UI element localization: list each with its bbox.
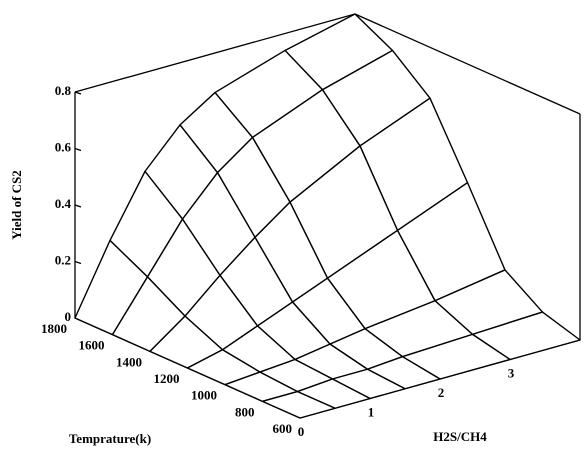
box-edge — [74, 13, 356, 93]
z-tick — [74, 147, 82, 152]
surface-cell — [261, 390, 336, 419]
z-axis-label: Yield of CS2 — [9, 170, 24, 240]
x-tick-label: 1 — [368, 404, 375, 419]
z-tick-label: 0.8 — [55, 83, 72, 98]
y-tick-label: 1600 — [79, 338, 105, 353]
z-tick-label: 0 — [65, 309, 72, 324]
y-tick-label: 1400 — [116, 354, 142, 369]
x-tick-label: 0 — [298, 424, 305, 439]
x-tick-label: 2 — [438, 385, 445, 400]
z-tick-label: 0.6 — [55, 139, 72, 154]
z-tick-label: 0.2 — [55, 252, 71, 267]
y-tick-label: 1000 — [191, 388, 217, 403]
y-tick-label: 1800 — [41, 321, 67, 336]
z-tick — [74, 204, 82, 208]
z-tick — [74, 91, 82, 95]
box-edge — [354, 13, 581, 115]
z-tick — [74, 260, 82, 265]
x-axis-label: H2S/CH4 — [433, 429, 487, 444]
x-tick-label: 3 — [508, 365, 515, 380]
z-tick-label: 0.4 — [55, 196, 72, 211]
y-tick-label: 600 — [273, 421, 293, 436]
y-axis-label: Temprature(k) — [69, 431, 151, 446]
y-tick-label: 1200 — [154, 371, 180, 386]
y-tick-label: 800 — [235, 404, 255, 419]
